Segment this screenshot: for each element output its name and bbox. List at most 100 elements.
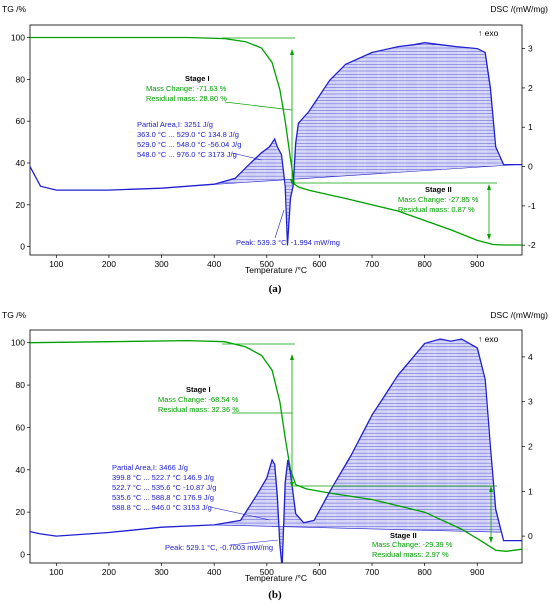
stage1-mass-change: Mass Change: -68.54 %: [158, 395, 239, 404]
stage2-arrow-head-bottom: [487, 234, 491, 240]
plot-frame: [29, 24, 523, 256]
stage1-residual: Residual mass: 28.80 %: [146, 94, 227, 103]
x-tick-label: 700: [365, 567, 379, 577]
stage1-title: Stage I: [186, 385, 211, 394]
x-tick-label: 600: [312, 567, 326, 577]
chart-panel-a: TG /% DSC /(mW/mg) ↑ exo Temperature /°C…: [2, 4, 548, 295]
tg-curve: [30, 339, 522, 552]
x-tick-label: 900: [470, 567, 484, 577]
x-tick-label: 400: [207, 567, 221, 577]
partial-area-line-2: 529.0 °C ... 548.0 °C -56.04 J/g: [137, 140, 241, 149]
panel-label: (a): [269, 283, 282, 295]
stage1-leader-line: [224, 101, 293, 111]
x-tick-label: 300: [154, 259, 168, 269]
dsc-hatch-area: [194, 42, 518, 241]
y-right-ticks: 0 1 2 3 4: [522, 352, 533, 541]
y-right-tick-label: 3: [528, 44, 533, 54]
panel-label: (b): [268, 589, 282, 601]
stage2-arrow-head-top: [487, 184, 491, 190]
integration-baseline: [194, 164, 518, 186]
partial-area-line-0: Partial Area,I: 3251 J/g: [137, 120, 213, 129]
y-left-tick-label: 60: [16, 422, 26, 432]
stage2-mass-change: Mass Change: -27.85 %: [398, 195, 479, 204]
y-right-tick-label: 0: [528, 162, 533, 172]
stage1-arrow-head-bottom: [290, 482, 294, 488]
y-left-ticks: 0 20 40 60 80 100: [11, 33, 30, 252]
y-left-tick-label: 0: [20, 550, 25, 560]
chart-panel-b: TG /% DSC /(mW/mg) ↑ exo Temperature /°C…: [2, 310, 548, 601]
partial-area-line-0: Partial Area,I: 3466 J/g: [112, 463, 188, 472]
x-tick-label: 800: [418, 259, 432, 269]
partial-area-line-1: 399.8 °C ... 522.7 °C 146.9 J/g: [112, 473, 214, 482]
y-left-tick-label: 100: [11, 338, 25, 348]
x-tick-label: 400: [207, 259, 221, 269]
y-right-tick-label: 1: [528, 122, 533, 132]
y-right-ticks: -2 -1 0 1 2 3: [522, 44, 536, 250]
x-tick-label: 200: [102, 259, 116, 269]
dsc-curve: [30, 42, 522, 245]
stage1-title: Stage I: [185, 74, 210, 83]
x-tick-label: 500: [260, 259, 274, 269]
peak-label: Peak: 539.3 °C, -1.994 mW/mg: [236, 238, 340, 247]
y-right-tick-label: 2: [528, 442, 533, 452]
partial-area-leader: [231, 152, 263, 161]
stage2-title: Stage II: [425, 185, 452, 194]
y-right-tick-label: -2: [528, 240, 536, 250]
partial-area-line-4: 588.8 °C ... 946.0 °C 3153 J/g: [112, 503, 212, 512]
exo-label: ↑ exo: [478, 334, 499, 344]
x-tick-label: 900: [470, 259, 484, 269]
exo-label: ↑ exo: [478, 28, 499, 38]
y-left-tick-label: 80: [16, 74, 26, 84]
x-tick-label: 300: [154, 567, 168, 577]
x-tick-label: 100: [49, 259, 63, 269]
partial-area-leader: [209, 506, 271, 521]
stage2-residual: Residual mass: 0.87 %: [398, 205, 475, 214]
x-tick-label: 700: [365, 259, 379, 269]
y-left-axis-label: TG /%: [2, 310, 27, 320]
dsc-hatch-area: [214, 338, 502, 563]
y-right-tick-label: 2: [528, 83, 533, 93]
y-left-tick-label: 80: [16, 380, 26, 390]
partial-area-line-3: 548.0 °C ... 976.0 °C 3173 J/g: [137, 150, 237, 159]
y-left-tick-label: 20: [16, 200, 26, 210]
y-left-tick-label: 60: [16, 116, 26, 126]
stage1-residual: Residual mass: 32.36 %: [158, 405, 239, 414]
y-left-tick-label: 40: [16, 158, 26, 168]
stage2-mass-change: Mass Change: -29.39 %: [372, 540, 453, 549]
stage1-arrow-head-bottom: [290, 179, 294, 185]
stage2-residual: Residual mass: 2.97 %: [372, 550, 449, 559]
x-tick-label: 100: [49, 567, 63, 577]
y-right-tick-label: 4: [528, 352, 533, 362]
x-ticks: 100 200 300 400 500 600 700 800 900: [49, 563, 485, 577]
y-left-tick-label: 100: [11, 33, 25, 43]
y-right-axis-label: DSC /(mW/mg): [490, 4, 548, 14]
y-left-tick-label: 40: [16, 465, 26, 475]
stage2-arrow-head-top: [489, 486, 493, 492]
x-tick-label: 800: [418, 567, 432, 577]
stage1-mass-change: Mass Change: -71.63 %: [146, 84, 227, 93]
y-right-tick-label: 3: [528, 397, 533, 407]
y-left-tick-label: 0: [20, 242, 25, 252]
y-left-tick-label: 20: [16, 507, 26, 517]
x-axis-label: Temperature /°C: [245, 265, 307, 275]
x-axis-label: Temperature /°C: [245, 573, 307, 583]
partial-area-line-3: 535.6 °C ... 588.8 °C 176.9 J/g: [112, 493, 214, 502]
peak-leader: [229, 539, 279, 546]
stage2-title: Stage II: [390, 531, 417, 540]
x-ticks: 100 200 300 400 500 600 700 800 900: [49, 255, 485, 269]
y-right-tick-label: 1: [528, 486, 533, 496]
peak-label: Peak: 529.1 °C, -0.7003 mW/mg: [165, 543, 273, 552]
y-right-axis-label: DSC /(mW/mg): [490, 310, 548, 320]
y-right-tick-label: -1: [528, 201, 536, 211]
y-right-tick-label: 0: [528, 531, 533, 541]
x-tick-label: 500: [260, 567, 274, 577]
peak-leader: [274, 209, 285, 239]
y-left-ticks: 0 20 40 60 80 100: [11, 338, 30, 560]
partial-area-line-2: 522.7 °C ... 535.6 °C -10.87 J/g: [112, 483, 216, 492]
dsc-curve: [30, 338, 522, 563]
partial-area-line-1: 363.0 °C ... 529.0 °C 134.8 J/g: [137, 130, 239, 139]
x-tick-label: 200: [102, 567, 116, 577]
stage1-arrow-head-top: [290, 354, 294, 360]
x-tick-label: 600: [312, 259, 326, 269]
